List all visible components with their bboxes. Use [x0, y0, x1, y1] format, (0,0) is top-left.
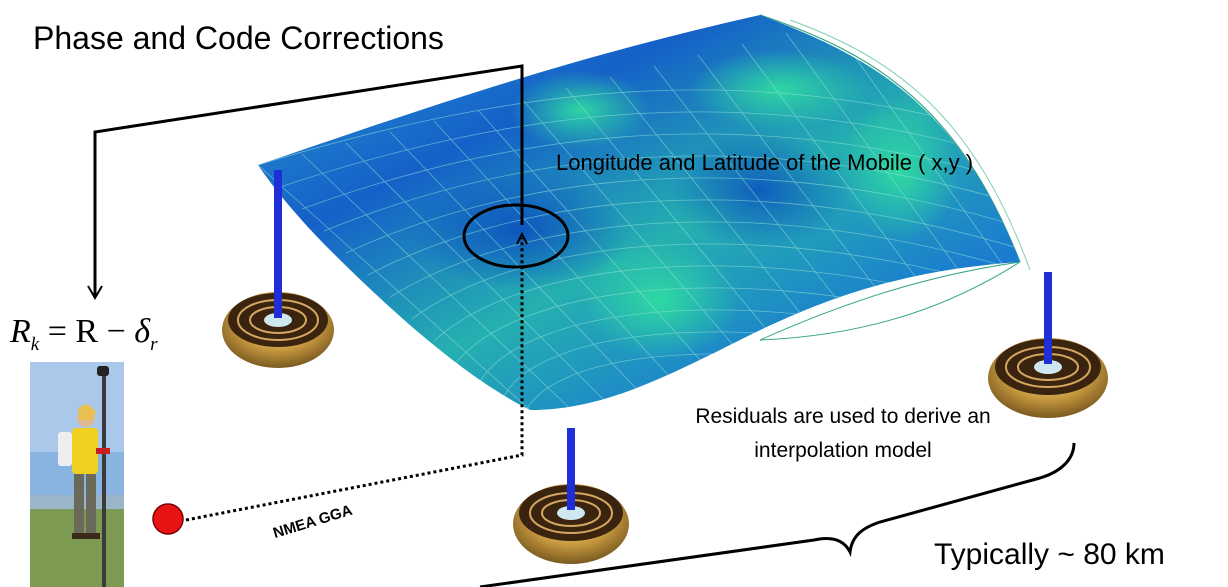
- mesh-line: [345, 177, 1020, 254]
- mesh-line: [279, 111, 1020, 188]
- mesh-line: [741, 43, 1020, 410]
- formula-lhs: R: [10, 313, 31, 350]
- nmea-arrowhead: [516, 231, 528, 245]
- mesh-line: [323, 155, 1020, 232]
- station-mast-2: [567, 428, 575, 510]
- formula-operator: = R −: [39, 313, 135, 350]
- mesh-line: [258, 89, 1020, 166]
- mobile-position-circle: [462, 203, 570, 269]
- reference-station-1: [222, 170, 334, 368]
- mobile-dot: [152, 503, 184, 535]
- residuals-label: Residuals are used to derive an interpol…: [695, 405, 991, 462]
- mesh-line: [301, 153, 581, 410]
- diagram-title: Phase and Code Corrections: [33, 20, 444, 56]
- mesh-line: [345, 142, 631, 410]
- mesh-line: [411, 243, 1020, 320]
- station-mast-3: [1044, 272, 1052, 364]
- reference-station-3: [988, 272, 1108, 418]
- correction-arrowhead: [87, 285, 103, 300]
- correction-formula: Rk = R − δr: [10, 313, 157, 356]
- reference-station-2: [513, 428, 629, 564]
- mesh-line: [697, 54, 1020, 410]
- formula-rhs: δ: [134, 313, 151, 350]
- mesh-line: [653, 65, 981, 410]
- correction-path-line: [93, 64, 524, 296]
- formula-lhs-subscript: k: [30, 333, 40, 355]
- formula-rhs-subscript: r: [150, 333, 158, 355]
- nmea-dotted-path: [185, 238, 524, 522]
- surveyor-photo: [30, 362, 124, 587]
- mobile-position-label: Longitude and Latitude of the Mobile ( x…: [556, 150, 974, 175]
- surface-underside: [759, 14, 1031, 341]
- mesh-line: [301, 133, 1020, 210]
- interpolation-surface: [258, 15, 1020, 410]
- mesh-line: [367, 199, 1020, 276]
- mesh-line: [258, 164, 531, 410]
- station-mast-1: [274, 170, 282, 318]
- distance-label: Typically ~ 80 km: [934, 538, 1165, 571]
- mesh-line: [389, 131, 681, 410]
- mesh-line: [389, 221, 1020, 298]
- distance-brace: [479, 442, 1076, 587]
